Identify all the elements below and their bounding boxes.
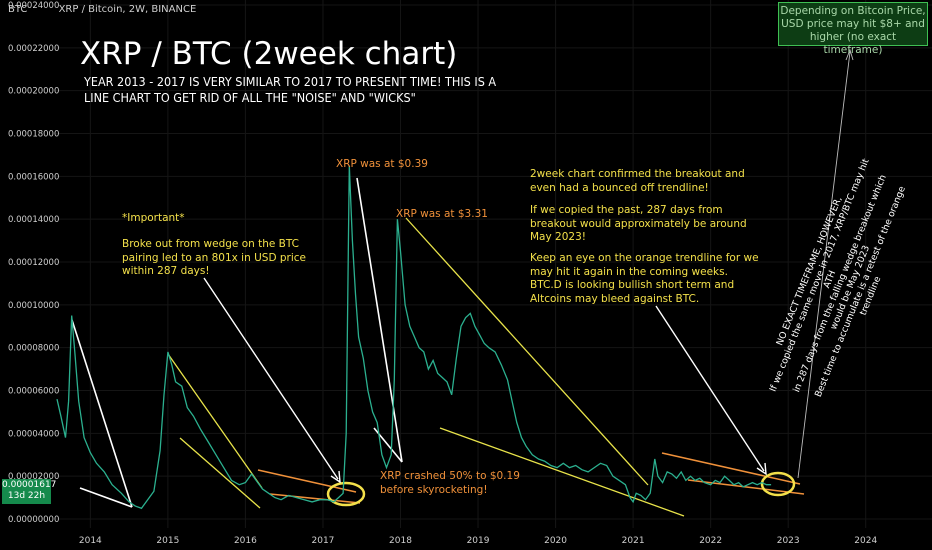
x-tick-label: 2015 [156,536,179,546]
highlight-ellipse [326,481,366,507]
x-tick-label: 2014 [79,536,102,546]
note-confirmed: 2week chart confirmed the breakout and e… [530,168,745,194]
y-tick-label: 0.00022000 [8,44,59,54]
trendline-white [356,177,403,463]
chart-header: BTC XRP / Bitcoin, 2W, BINANCE [8,4,224,15]
x-tick-label: 2018 [389,536,412,546]
x-tick-label: 2023 [777,536,800,546]
last-price-value: 0.00001617 [2,480,57,490]
chart-subtitle: YEAR 2013 - 2017 IS VERY SIMILAR TO 2017… [84,74,497,105]
note-copied: If we copied the past, 287 days from bre… [530,204,747,243]
header-symbol: XRP / Bitcoin, 2W, BINANCE [58,4,197,15]
y-tick-label: 0.00014000 [8,215,59,225]
last-price-countdown: 13d 22h [7,491,46,501]
trendline-yellow [439,427,685,517]
last-price-tag: 0.00001617 13d 22h [2,479,57,504]
y-tick-label: 0.00024000 [8,1,59,11]
highlight-ellipse [760,471,796,497]
note-crashed-1: XRP crashed 50% to $0.19 [380,470,520,482]
y-tick-label: 0.00002000 [8,472,59,482]
note-xrp-331: XRP was at $3.31 [396,208,488,220]
x-tick-label: 2024 [854,536,877,546]
x-tick-label: 2019 [467,536,490,546]
note-broke-out: Broke out from wedge on the BTC pairing … [122,238,307,277]
y-tick-label: 0.00018000 [8,130,59,140]
header-currency: BTC [8,4,28,15]
arrow-line [797,51,851,479]
y-tick-label: 0.00000000 [8,515,59,525]
trendline-white [71,319,133,508]
y-tick-label: 0.00008000 [8,344,59,354]
trendlines [71,48,854,517]
y-tick-label: 0.00012000 [8,258,59,268]
trendline-yellow [167,353,263,489]
grid-lines [56,0,932,528]
y-tick-label: 0.00004000 [8,429,59,439]
x-tick-label: 2020 [544,536,567,546]
chart-title: XRP / BTC (2week chart) [80,36,458,72]
trendline-yellow [179,437,261,509]
trendline-orange [269,493,361,504]
trendline-yellow [405,217,649,486]
trendline-orange [687,479,805,495]
series-line-xrpbtc [56,165,772,510]
x-axis: 2014 2015 2016 2017 2018 2019 2020 2021 2022 2023… [79,536,878,546]
arrow-head [330,470,341,484]
trendline-orange [257,469,357,493]
x-tick-label: 2016 [234,536,257,546]
trendline-orange [661,452,801,485]
y-tick-label: 0.00010000 [8,301,59,311]
trendline-white [79,487,133,508]
note-crashed-2: before skyrocketing! [380,484,488,496]
y-tick-label: 0.00016000 [8,172,59,182]
arrow-line [203,277,339,480]
y-tick-label: 0.00006000 [8,387,59,397]
note-xrp-039: XRP was at $0.39 [336,158,428,170]
arrow-line [655,305,765,472]
x-tick-label: 2017 [312,536,335,546]
note-important: *Important* [122,212,185,224]
x-tick-label: 2022 [699,536,722,546]
arrow-head [845,48,854,61]
note-keep-eye: Keep an eye on the orange trendline for … [530,252,759,305]
forecast-box: Depending on Bitcoin Price, USD price ma… [778,2,928,56]
x-tick-label: 2021 [622,536,645,546]
arrow-head [756,462,767,476]
y-tick-label: 0.00020000 [8,87,59,97]
y-axis: 0.00024000 0.00022000 0.00020000 0.00018000… [8,1,59,525]
